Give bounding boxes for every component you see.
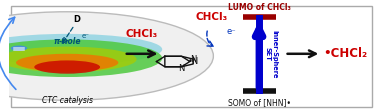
Text: •N: •N xyxy=(187,57,199,66)
Text: CHCl₃: CHCl₃ xyxy=(126,29,158,39)
Ellipse shape xyxy=(34,60,100,74)
Ellipse shape xyxy=(16,54,118,71)
Text: N: N xyxy=(178,64,185,73)
Text: D: D xyxy=(73,15,80,24)
Text: e⁻: e⁻ xyxy=(227,27,237,36)
Text: e⁻: e⁻ xyxy=(81,33,90,39)
Text: Inner-Sphere
SET: Inner-Sphere SET xyxy=(264,30,277,79)
FancyBboxPatch shape xyxy=(11,6,372,107)
Ellipse shape xyxy=(0,39,162,77)
Ellipse shape xyxy=(11,45,27,51)
Text: SOMO of [NHN]•: SOMO of [NHN]• xyxy=(228,98,291,107)
Text: LUMO of CHCl₃: LUMO of CHCl₃ xyxy=(228,3,291,12)
Circle shape xyxy=(0,12,213,100)
Ellipse shape xyxy=(0,47,136,72)
Ellipse shape xyxy=(0,34,162,65)
Text: CHCl₃: CHCl₃ xyxy=(195,12,228,22)
Text: CTC catalysis: CTC catalysis xyxy=(42,96,93,105)
Text: •CHCl₂: •CHCl₂ xyxy=(323,47,367,60)
Text: π-hole: π-hole xyxy=(53,37,81,46)
Text: N: N xyxy=(190,55,196,64)
